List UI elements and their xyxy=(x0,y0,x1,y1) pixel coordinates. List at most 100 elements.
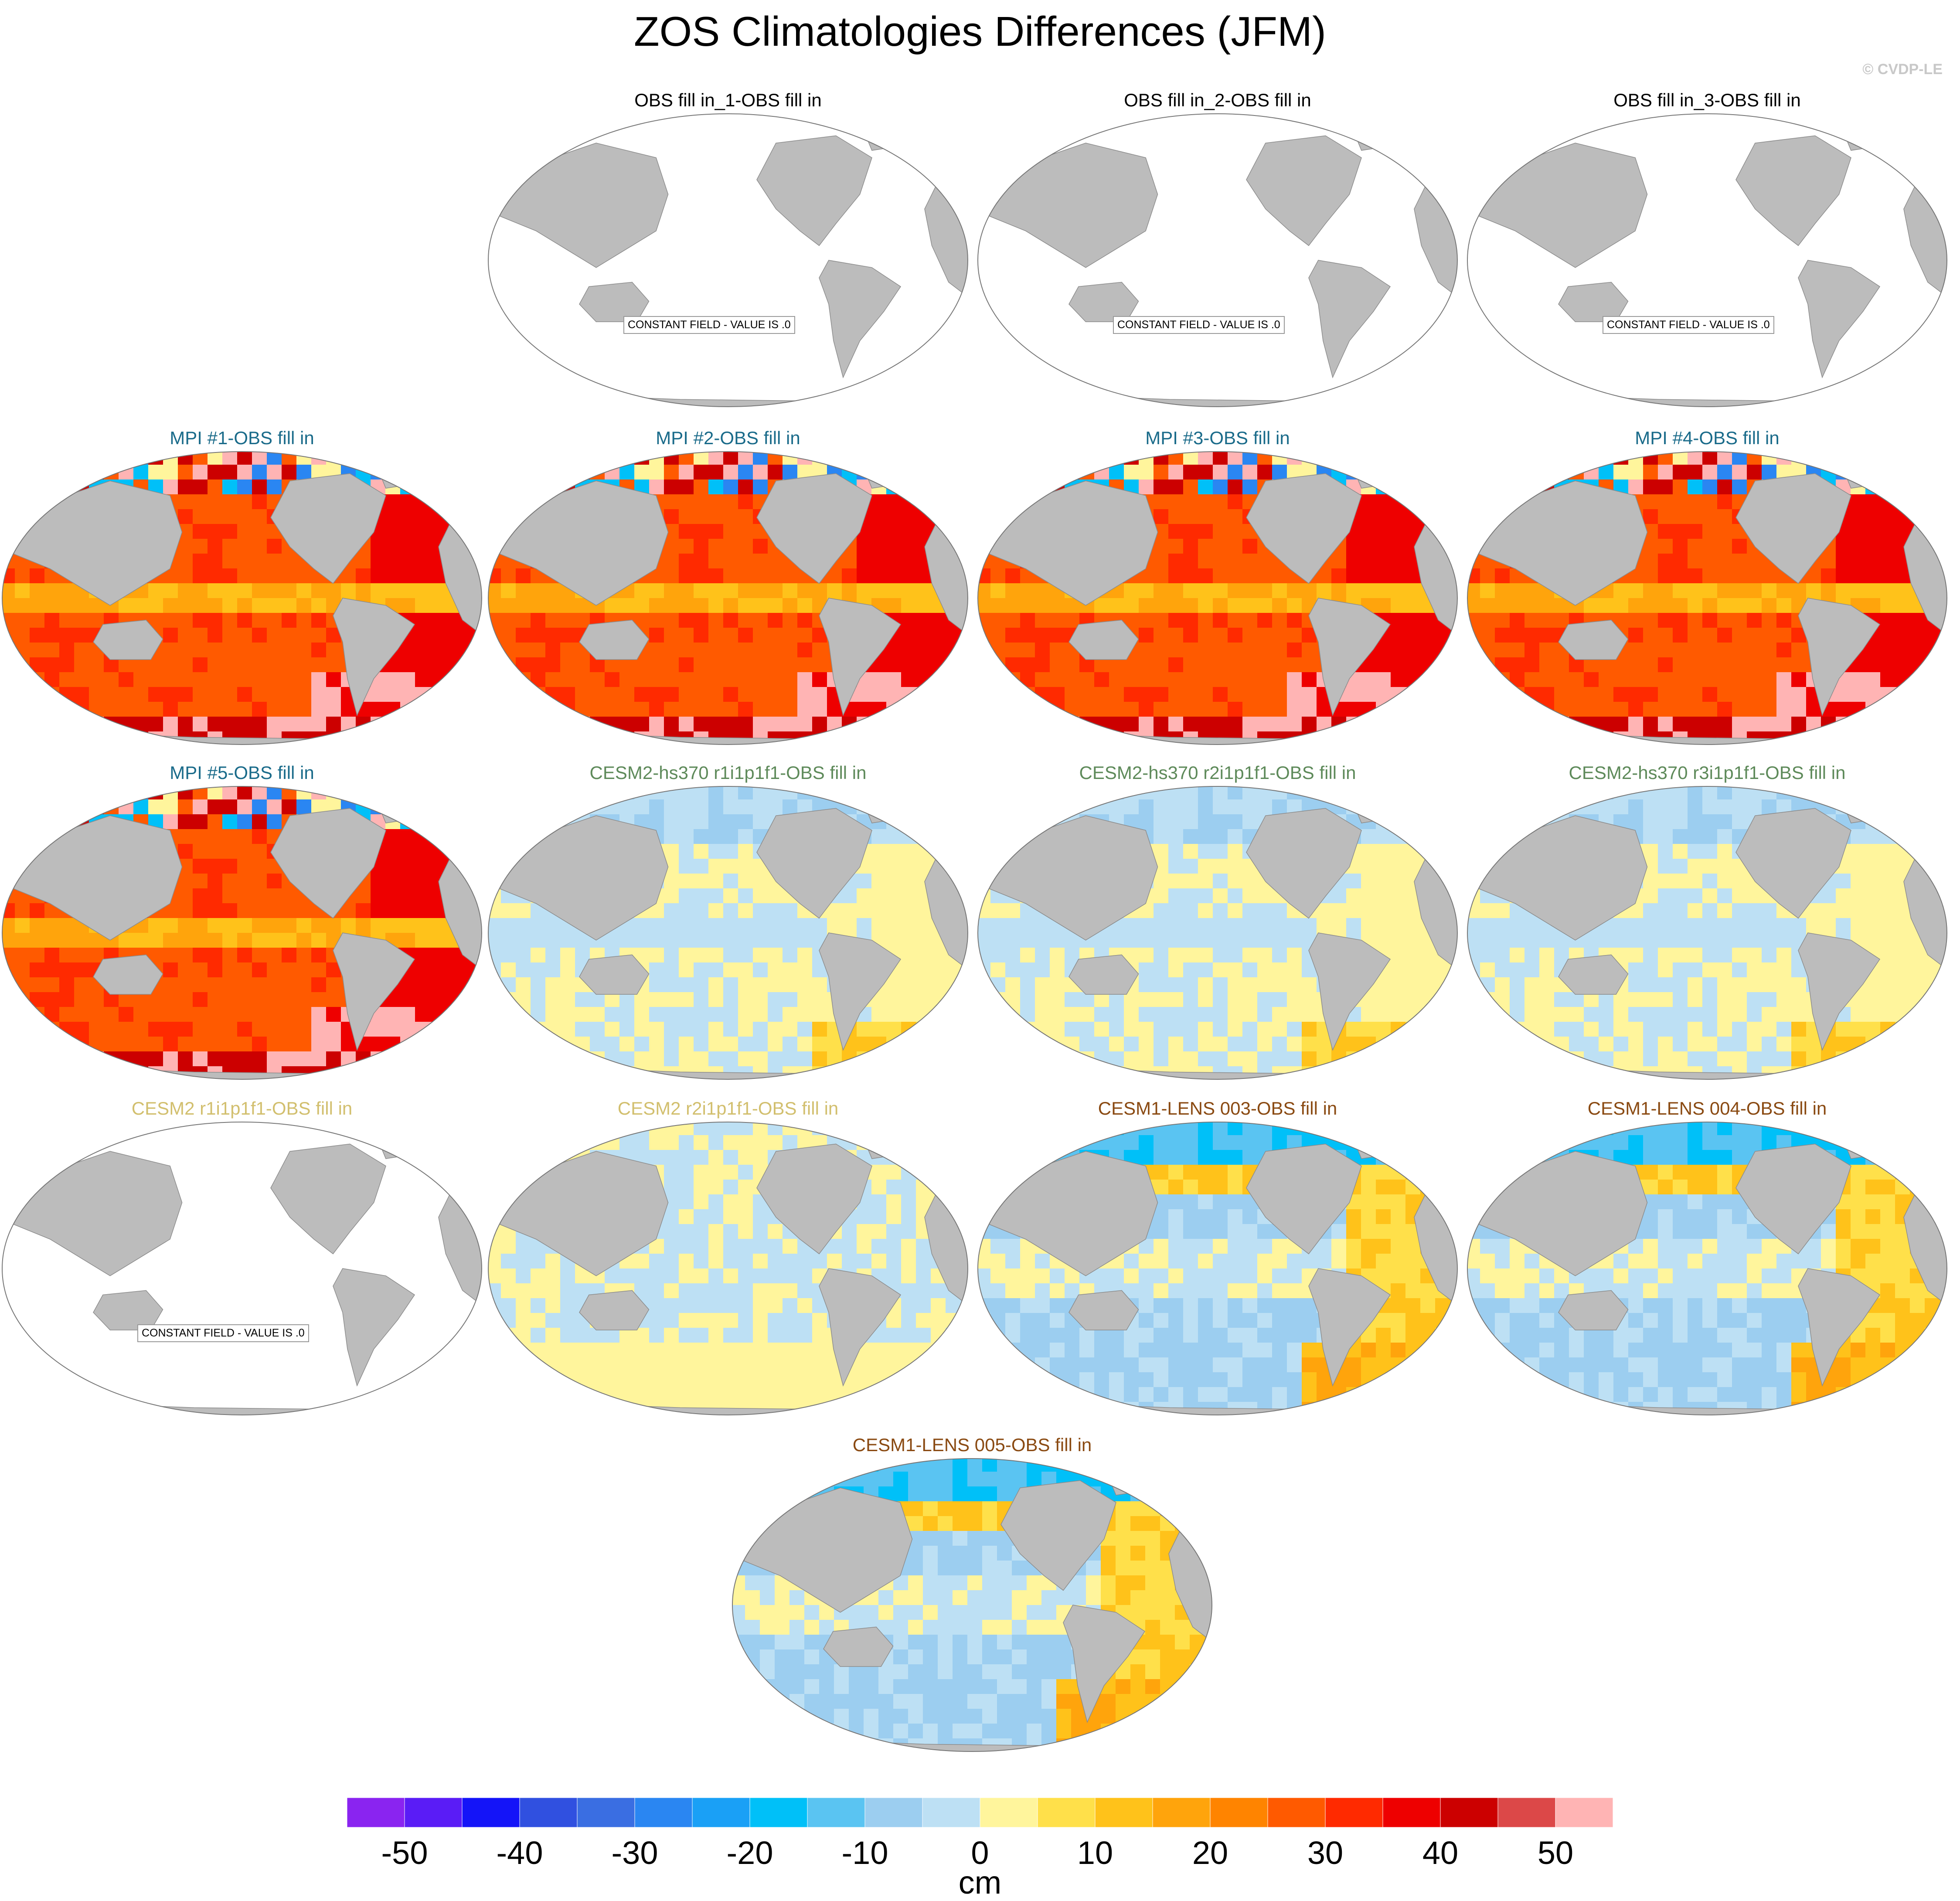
field-cell xyxy=(649,643,664,658)
field-cell xyxy=(516,992,531,1007)
field-cell xyxy=(976,717,991,732)
field-cell xyxy=(474,874,484,889)
field-cell xyxy=(459,1022,475,1037)
field-cell xyxy=(74,643,89,658)
field-cell xyxy=(1035,1051,1050,1067)
field-cell xyxy=(946,628,961,643)
field-cell xyxy=(501,450,516,465)
field-cell xyxy=(267,643,282,658)
field-cell xyxy=(296,903,312,918)
field-cell xyxy=(1302,657,1317,673)
field-cell xyxy=(946,814,961,830)
field-cell xyxy=(960,509,970,524)
field-cell xyxy=(1391,903,1406,918)
field-cell xyxy=(371,731,386,746)
field-cell xyxy=(459,657,475,673)
field-cell xyxy=(1465,643,1480,658)
field-cell xyxy=(193,844,208,859)
field-cell xyxy=(1643,643,1658,658)
field-cell xyxy=(634,717,650,732)
field-cell xyxy=(1213,962,1228,978)
field-cell xyxy=(59,598,75,613)
field-cell xyxy=(193,874,208,889)
field-cell xyxy=(1420,962,1436,978)
field-cell xyxy=(1420,687,1436,702)
field-cell xyxy=(619,1066,635,1081)
field-cell xyxy=(1762,799,1777,815)
field-cell xyxy=(990,672,1006,687)
field-cell xyxy=(1910,702,1925,717)
field-cell xyxy=(1450,1037,1460,1052)
field-cell xyxy=(59,583,75,599)
field-cell xyxy=(1168,888,1184,904)
field-cell xyxy=(768,672,783,687)
field-cell xyxy=(1094,731,1109,746)
field-cell xyxy=(545,643,561,658)
field-cell xyxy=(0,524,15,539)
field-cell xyxy=(1228,524,1243,539)
field-cell xyxy=(516,568,531,584)
field-cell xyxy=(222,992,238,1007)
field-cell xyxy=(842,799,857,815)
field-cell xyxy=(827,903,842,918)
field-cell xyxy=(812,687,827,702)
field-cell xyxy=(1420,643,1436,658)
field-cell xyxy=(252,583,267,599)
map-panel: MPI #3-OBS fill in xyxy=(976,427,1460,748)
field-cell xyxy=(1851,524,1866,539)
field-cell xyxy=(459,494,475,510)
field-cell xyxy=(282,628,297,643)
field-cell xyxy=(385,539,401,554)
field-cell xyxy=(1465,672,1480,687)
field-cell xyxy=(1168,702,1184,717)
field-cell xyxy=(1510,613,1525,628)
field-cell xyxy=(1940,731,1949,746)
field-cell xyxy=(1124,933,1139,948)
field-cell xyxy=(1005,628,1021,643)
field-cell xyxy=(1005,687,1021,702)
field-cell xyxy=(1940,874,1949,889)
field-cell xyxy=(531,1066,546,1081)
field-cell xyxy=(267,554,282,569)
field-cell xyxy=(15,1007,30,1022)
field-cell xyxy=(1702,799,1718,815)
field-cell xyxy=(545,657,561,673)
field-cell xyxy=(1242,992,1258,1007)
field-cell xyxy=(990,1022,1006,1037)
field-cell xyxy=(486,657,501,673)
credit-label: © CVDP-LE xyxy=(1862,61,1943,78)
field-cell xyxy=(0,717,15,732)
field-cell xyxy=(1688,524,1703,539)
field-cell xyxy=(664,903,679,918)
field-cell xyxy=(1242,933,1258,948)
field-cell xyxy=(1109,598,1124,613)
field-cell xyxy=(163,1037,178,1052)
field-cell xyxy=(296,613,312,628)
field-cell xyxy=(783,1022,798,1037)
field-cell xyxy=(400,524,415,539)
field-cell xyxy=(222,494,238,510)
field-cell xyxy=(649,687,664,702)
field-cell xyxy=(1228,687,1243,702)
field-cell xyxy=(1168,814,1184,830)
field-cell xyxy=(163,1051,178,1067)
field-cell xyxy=(1732,628,1747,643)
field-cell xyxy=(960,814,970,830)
field-cell xyxy=(59,948,75,963)
field-cell xyxy=(430,948,445,963)
field-cell xyxy=(1450,844,1460,859)
field-cell xyxy=(1688,702,1703,717)
field-cell xyxy=(916,918,931,933)
field-cell xyxy=(430,613,445,628)
field-cell xyxy=(1732,554,1747,569)
field-cell xyxy=(1228,539,1243,554)
field-cell xyxy=(356,568,371,584)
field-cell xyxy=(133,1022,149,1037)
field-cell xyxy=(768,613,783,628)
field-cell xyxy=(916,1007,931,1022)
field-cell xyxy=(531,643,546,658)
field-cell xyxy=(1806,731,1821,746)
field-cell xyxy=(385,509,401,524)
field-cell xyxy=(916,598,931,613)
field-cell xyxy=(649,613,664,628)
